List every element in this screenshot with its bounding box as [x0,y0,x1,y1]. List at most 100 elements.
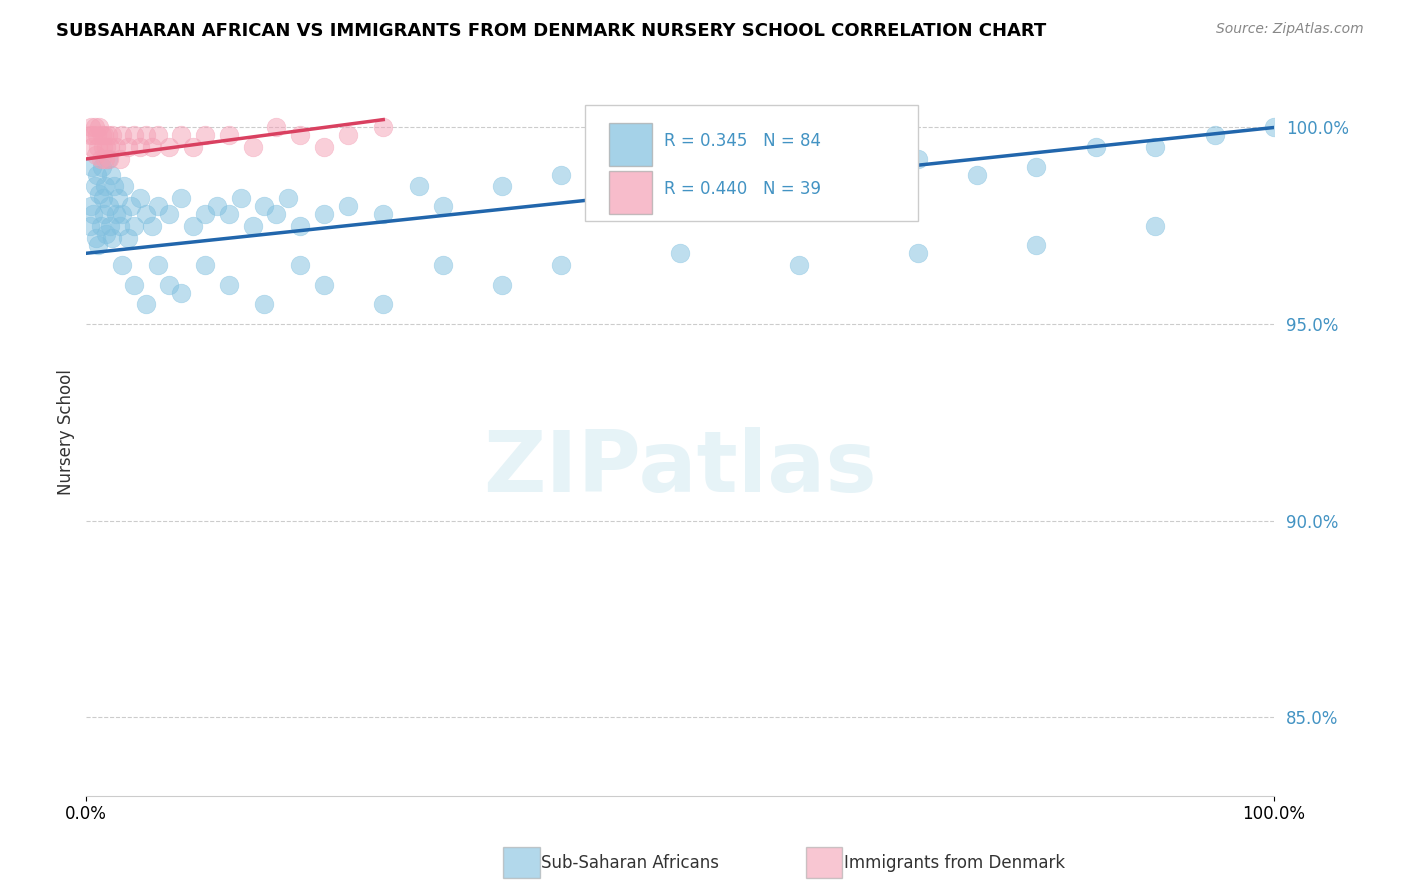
Point [104,207,127,221]
FancyBboxPatch shape [585,105,918,221]
Point [170,285,193,300]
Point [432,258,454,272]
Point [907,152,929,166]
Point [86,128,108,143]
Point [82,128,104,143]
Point [122,128,145,143]
Point [907,246,929,260]
Point [97,128,120,143]
Point [87,140,110,154]
Text: Source: ZipAtlas.com: Source: ZipAtlas.com [1216,22,1364,37]
Point [846,179,869,194]
Point [98,140,121,154]
Point [120,199,142,213]
Point [82,140,104,154]
Point [94,152,117,166]
Point [97,152,120,166]
Point [669,246,692,260]
Point [181,219,204,233]
Point [288,219,311,233]
Point [1084,140,1107,154]
Point [96,227,118,241]
Point [550,258,572,272]
Point [159,277,181,292]
Point [84,148,107,162]
Point [266,120,288,135]
Point [373,297,395,311]
Point [79,219,101,233]
Point [122,219,145,233]
Point [117,230,139,244]
Point [83,179,105,194]
Point [100,168,122,182]
Point [194,207,217,221]
Point [93,128,115,143]
Point [218,128,240,143]
Point [218,207,240,221]
Point [312,277,335,292]
Point [229,191,252,205]
Point [266,207,288,221]
Point [277,191,299,205]
Point [194,258,217,272]
Point [787,258,810,272]
Point [135,128,157,143]
Point [312,140,335,154]
Point [141,219,163,233]
Point [491,277,513,292]
Point [146,128,169,143]
Point [86,168,108,182]
Point [146,258,169,272]
Point [80,120,103,135]
Point [170,128,193,143]
Point [141,140,163,154]
Point [97,199,120,213]
Point [242,219,264,233]
Point [122,277,145,292]
FancyBboxPatch shape [609,123,651,166]
Point [111,258,134,272]
Point [82,207,104,221]
Point [787,160,810,174]
Point [128,140,150,154]
Point [288,128,311,143]
Point [610,160,633,174]
Point [1025,160,1047,174]
Point [146,199,169,213]
Point [111,207,134,221]
Point [135,207,157,221]
Point [101,230,124,244]
Point [373,120,395,135]
Point [1204,128,1226,143]
Point [550,168,572,182]
Point [408,179,430,194]
Point [966,168,988,182]
Point [103,179,125,194]
Point [312,207,335,221]
Point [104,140,127,154]
Point [432,199,454,213]
Point [135,297,157,311]
Point [1263,120,1285,135]
Point [194,128,217,143]
Point [253,199,276,213]
Text: R = 0.345   N = 84: R = 0.345 N = 84 [664,132,821,150]
Point [112,179,135,194]
Point [159,207,181,221]
Point [128,191,150,205]
Point [1025,238,1047,252]
Point [89,120,111,135]
Point [242,140,264,154]
Point [336,128,359,143]
Point [90,219,112,233]
Point [336,199,359,213]
Point [108,219,131,233]
FancyBboxPatch shape [609,170,651,213]
Point [84,230,107,244]
Point [108,152,131,166]
Point [94,179,117,194]
Point [90,152,112,166]
Point [98,219,121,233]
Point [159,140,181,154]
Point [373,207,395,221]
